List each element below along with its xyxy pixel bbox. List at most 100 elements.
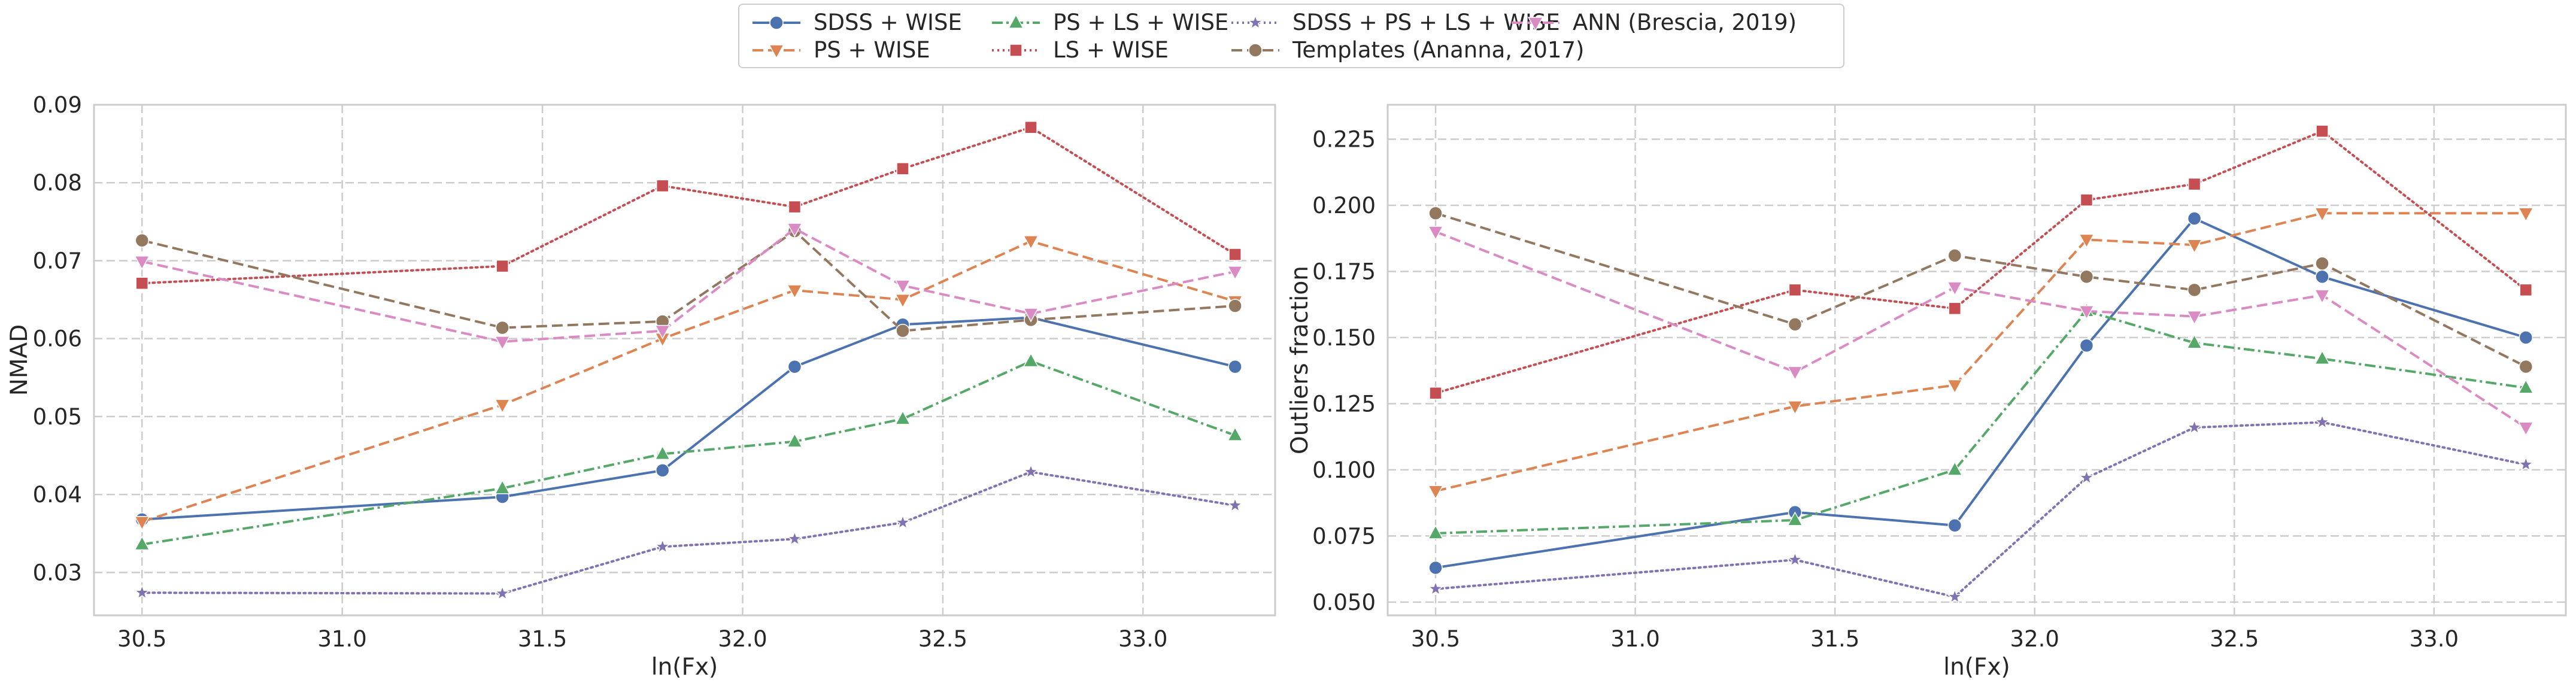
x-tick-label: 30.5 bbox=[1411, 626, 1460, 652]
charts-figure: 30.5 31.0 31.5 32.0 32.5 33.0 0.03 0.04 0.05 0.06… bbox=[6, 92, 2567, 681]
data-point bbox=[133, 256, 150, 271]
data-point bbox=[2315, 269, 2329, 284]
data-point bbox=[2187, 211, 2202, 226]
legend-marker bbox=[1527, 17, 1544, 32]
data-point bbox=[135, 233, 150, 248]
series-ps-ls-wise bbox=[133, 352, 1243, 551]
plot-area bbox=[94, 105, 1275, 615]
data-point bbox=[788, 200, 802, 214]
data-point bbox=[1947, 281, 1963, 296]
legend-label: SDSS + WISE bbox=[814, 10, 962, 35]
data-point bbox=[654, 445, 670, 460]
data-point bbox=[2518, 379, 2534, 394]
data-point bbox=[1787, 511, 1803, 526]
data-point bbox=[1947, 379, 1963, 394]
legend-marker bbox=[1009, 44, 1022, 57]
data-point bbox=[1947, 518, 1962, 533]
data-point bbox=[2315, 256, 2329, 271]
legend-swatch bbox=[992, 14, 1040, 29]
data-point bbox=[494, 336, 511, 351]
x-tick-label: 31.0 bbox=[317, 626, 366, 652]
data-point bbox=[2079, 269, 2094, 284]
y-tick-label: 0.05 bbox=[33, 404, 82, 430]
data-point bbox=[494, 399, 511, 414]
y-tick-label: 0.225 bbox=[1312, 126, 1376, 152]
data-point bbox=[1428, 560, 1443, 575]
axes-frame bbox=[1386, 104, 2567, 617]
legend-swatch bbox=[992, 44, 1040, 57]
data-point bbox=[1227, 265, 1243, 281]
x-tick-label: 30.5 bbox=[117, 626, 166, 652]
data-point bbox=[2079, 338, 2094, 353]
data-point bbox=[2187, 177, 2201, 191]
legend-marker bbox=[769, 16, 784, 30]
data-point bbox=[2519, 359, 2533, 374]
y-tick-label: 0.175 bbox=[1312, 259, 1376, 284]
y-tick-label: 0.07 bbox=[33, 248, 82, 274]
series-ann-brescia-2019 bbox=[133, 223, 1243, 351]
legend-label: PS + LS + WISE bbox=[1053, 10, 1229, 35]
data-point bbox=[1788, 317, 1803, 332]
data-point bbox=[654, 324, 670, 340]
data-point bbox=[2079, 233, 2095, 248]
legend-swatch bbox=[1231, 43, 1279, 57]
data-point bbox=[2517, 456, 2534, 472]
data-point bbox=[2079, 305, 2095, 320]
data-point bbox=[1787, 366, 1803, 381]
y-tick-label: 0.050 bbox=[1312, 590, 1376, 615]
x-tick-label: 32.5 bbox=[918, 626, 967, 652]
chart-panel-1: 30.5 31.0 31.5 32.0 32.5 33.0 0.03 0.04 0.05 0.06… bbox=[6, 92, 1276, 681]
data-point bbox=[2518, 421, 2534, 436]
series-ls-wise bbox=[135, 121, 1242, 290]
data-point bbox=[2186, 310, 2202, 326]
data-point bbox=[2186, 239, 2202, 254]
data-point bbox=[654, 538, 671, 554]
data-point bbox=[896, 323, 910, 338]
data-point bbox=[1429, 386, 1442, 400]
data-point bbox=[894, 280, 911, 295]
legend-swatch bbox=[753, 44, 800, 59]
y-tick-label: 0.08 bbox=[33, 170, 82, 196]
y-tick-label: 0.100 bbox=[1312, 457, 1376, 483]
data-point bbox=[656, 179, 669, 193]
x-tick-label: 32.0 bbox=[718, 626, 767, 652]
data-point bbox=[1427, 485, 1444, 500]
x-tick-label: 31.5 bbox=[518, 626, 567, 652]
data-point bbox=[2314, 350, 2331, 365]
axes-frame bbox=[93, 104, 1276, 617]
y-tick-label: 0.200 bbox=[1312, 193, 1376, 218]
x-axis-label: ln(Fx) bbox=[1943, 654, 2010, 681]
legend-swatch bbox=[1231, 14, 1279, 30]
data-point bbox=[1022, 352, 1039, 368]
legend-swatch bbox=[1512, 17, 1559, 32]
data-point bbox=[2519, 330, 2533, 345]
series-ann-brescia-2019 bbox=[1427, 226, 2534, 436]
data-point bbox=[1947, 248, 1962, 263]
data-point bbox=[894, 410, 911, 425]
series-sdss-ps-ls-wise bbox=[1427, 414, 2534, 604]
x-tick-label: 31.5 bbox=[1810, 626, 1859, 652]
data-point bbox=[1428, 206, 1443, 220]
data-point bbox=[655, 463, 670, 478]
data-point bbox=[1022, 308, 1039, 323]
data-point bbox=[133, 515, 150, 531]
data-point bbox=[2186, 334, 2202, 349]
y-axis-label: NMAD bbox=[6, 324, 33, 396]
data-point bbox=[787, 359, 802, 374]
data-point bbox=[787, 223, 803, 238]
data-point bbox=[1787, 400, 1803, 415]
y-tick-label: 0.09 bbox=[33, 92, 82, 118]
data-point bbox=[1024, 121, 1037, 134]
legend-marker bbox=[1247, 14, 1264, 30]
x-tick-label: 33.0 bbox=[1118, 626, 1167, 652]
y-tick-label: 0.075 bbox=[1312, 523, 1376, 549]
data-point bbox=[1227, 497, 1243, 512]
data-point bbox=[496, 259, 509, 273]
legend: SDSS + WISE PS + WISE PS + LS + WISE LS + W… bbox=[738, 4, 1844, 68]
series-ps-wise bbox=[1427, 207, 2534, 500]
data-point bbox=[494, 479, 511, 494]
data-point bbox=[1022, 463, 1039, 479]
data-point bbox=[896, 162, 909, 175]
data-point bbox=[133, 535, 150, 551]
x-tick-label: 32.0 bbox=[2010, 626, 2059, 652]
